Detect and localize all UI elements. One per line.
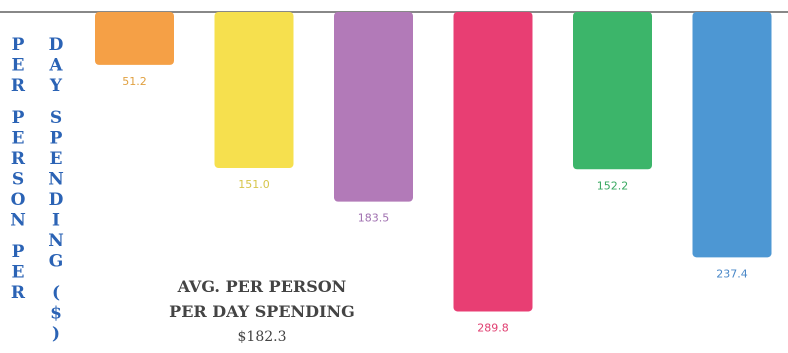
average-annotation: AVG. PER PERSON PER DAY SPENDING $182.3: [169, 277, 355, 345]
annotation-line1: AVG. PER PERSON: [177, 277, 347, 296]
annotation-value: $182.3: [238, 329, 287, 345]
bar-6: [692, 12, 772, 258]
annotation-line2: PER DAY SPENDING: [169, 302, 355, 321]
value-labels: 51.2 151.0 183.5 289.8 152.2 237.4: [122, 75, 748, 335]
bar-3: [334, 12, 413, 202]
bar-4: [453, 12, 533, 312]
bar-value-label-2: 151.0: [238, 178, 270, 191]
bar-5: [573, 12, 652, 170]
bar-value-label-4: 289.8: [477, 321, 509, 334]
bar-value-label-1: 51.2: [122, 75, 147, 88]
bar-value-label-6: 237.4: [716, 267, 748, 280]
bar-1: [95, 12, 174, 65]
bar-2: [214, 12, 294, 169]
bars: [95, 12, 772, 312]
bar-value-label-3: 183.5: [358, 212, 390, 225]
bar-value-label-5: 152.2: [597, 179, 629, 192]
